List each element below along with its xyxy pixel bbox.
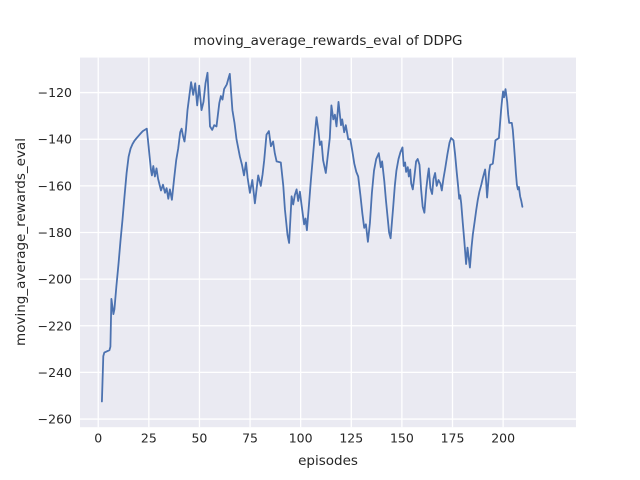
x-tick-label: 125 (339, 431, 363, 446)
y-tick-label: −220 (38, 318, 72, 333)
y-tick-label: −180 (38, 225, 72, 240)
reward-line-series (101, 71, 524, 403)
x-tick-label: 0 (94, 431, 102, 446)
y-tick-label: −160 (38, 178, 72, 193)
x-tick-label: 50 (191, 431, 207, 446)
y-axis-label: moving_average_rewards_eval (13, 138, 29, 346)
plot-area (80, 57, 576, 428)
x-axis-label: episodes (298, 453, 358, 469)
chart-title: moving_average_rewards_eval of DDPG (193, 33, 463, 49)
x-tick-label: 200 (491, 431, 515, 446)
y-tick-label: −120 (38, 85, 72, 100)
y-tick-label: −260 (38, 412, 72, 427)
y-tick-label: −240 (38, 365, 72, 380)
x-tick-label: 150 (390, 431, 414, 446)
x-tick-label: 75 (242, 431, 258, 446)
y-tick-label: −140 (38, 132, 72, 147)
x-tick-label: 25 (141, 431, 157, 446)
x-tick-label: 175 (441, 431, 465, 446)
y-tick-label: −200 (38, 272, 72, 287)
x-tick-label: 100 (289, 431, 313, 446)
